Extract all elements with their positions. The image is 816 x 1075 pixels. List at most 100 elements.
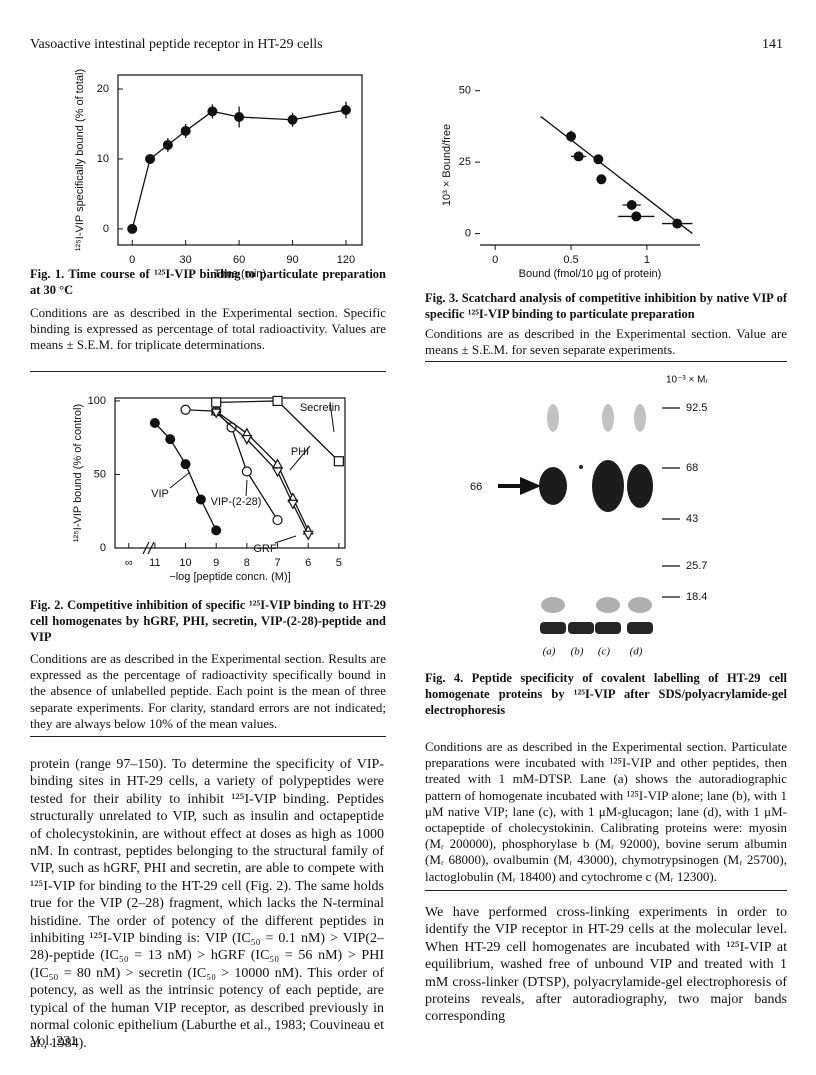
series-label: GRF: [253, 543, 277, 555]
data-point: [180, 459, 191, 470]
data-point: [272, 514, 283, 526]
body-text: We have performed cross-linking experime…: [425, 905, 787, 1025]
y-axis-label: 10³ × Bound/free: [441, 124, 453, 206]
x-tick-label: 0: [492, 254, 498, 266]
label-arrow: [329, 401, 335, 433]
data-point: [272, 467, 284, 478]
gel-unit-label: 10⁻³ × Mᵣ: [666, 375, 708, 386]
gel-marker-label: 18.4: [686, 591, 707, 603]
gel-arrow: [498, 476, 542, 496]
y-tick-label: 25: [459, 156, 471, 168]
x-tick-label: 1: [644, 254, 650, 266]
gel-marker-label: 92.5: [686, 402, 707, 414]
axis-break: [142, 541, 155, 555]
data-point: [210, 408, 222, 419]
fit-line: [540, 115, 693, 235]
gel-smear: [541, 597, 565, 613]
lane-label: (b): [571, 646, 584, 658]
x-tick-label: 5: [336, 557, 342, 569]
data-point: [241, 466, 252, 477]
figure-notes: Conditions are as described in the Exper…: [425, 739, 787, 884]
series-label: VIP-(2-28): [211, 496, 262, 508]
x-tick-label: 30: [180, 254, 192, 266]
data-point: [162, 139, 173, 150]
x-tick-label: 0.5: [563, 254, 578, 266]
x-tick-label: 9: [213, 557, 219, 569]
lane-label: (c): [598, 646, 611, 658]
figure-caption: Fig. 3. Scatchard analysis of competitiv…: [425, 291, 787, 321]
y-tick-label: 20: [97, 83, 109, 95]
data-point: [272, 395, 283, 407]
series-label: Secretin: [300, 402, 340, 414]
gel-band: [540, 622, 566, 634]
running-title: Vasoactive intestinal peptide receptor i…: [30, 37, 323, 52]
data-point: [149, 418, 160, 428]
gel-arrow-label: 66: [470, 481, 482, 493]
data-point: [287, 114, 298, 125]
y-tick-label: 10: [97, 153, 109, 165]
data-point: [333, 456, 344, 467]
data-point: [127, 223, 138, 234]
label-arrow: [289, 445, 311, 471]
gel-band: [592, 460, 624, 512]
figure-caption: Fig. 2. Competitive inhibition of specif…: [30, 598, 386, 644]
x-tick-label: 7: [274, 557, 280, 569]
data-point: [195, 494, 206, 505]
data-point: [340, 104, 351, 115]
gel-smear: [547, 404, 559, 432]
data-point: [211, 397, 222, 408]
data-point: [631, 211, 642, 222]
y-tick-label: 100: [88, 395, 106, 407]
y-tick-label: 50: [459, 85, 471, 97]
x-axis-label: Bound (fmol/10 μg of protein): [519, 268, 662, 280]
y-tick-label: 0: [100, 542, 106, 554]
figure-notes: Conditions are as described in the Exper…: [425, 326, 787, 358]
y-axis-label: ¹²⁵I-VIP bound (% of control): [72, 404, 84, 542]
gel-marker-label: 25.7: [686, 560, 707, 572]
gel-band: [539, 467, 567, 505]
data-point: [165, 434, 176, 445]
rule: [30, 371, 386, 372]
data-point: [145, 153, 156, 164]
y-tick-label: 0: [103, 223, 109, 235]
data-point: [211, 525, 222, 536]
data-point: [573, 151, 584, 162]
series-label: PHI: [291, 446, 309, 458]
page-number: 141: [762, 37, 783, 52]
data-point: [566, 131, 577, 142]
series-line: [154, 422, 217, 531]
gel-marker-label: 68: [686, 462, 698, 474]
figure-notes: Conditions are as described in the Exper…: [30, 305, 386, 353]
x-axis-label: Time (min): [214, 268, 266, 280]
gel-band: [595, 622, 621, 634]
figure-caption: Fig. 1. Time course of ¹²⁵I-VIP binding …: [30, 267, 386, 297]
label-arrow: [245, 479, 248, 497]
data-point: [287, 499, 299, 510]
lane-label: (d): [630, 646, 643, 658]
x-tick-label: 8: [244, 557, 250, 569]
gel-band: [568, 622, 594, 634]
label-arrow: [274, 535, 297, 544]
y-tick-label: 50: [94, 468, 106, 480]
y-axis-label: ¹²⁵I-VIP specifically bound (% of total): [74, 69, 86, 251]
data-point: [302, 530, 314, 541]
plot-frame: [117, 74, 363, 246]
gel-spot: [579, 465, 583, 469]
x-tick-label: 120: [337, 254, 355, 266]
body-text: protein (range 97–150). To determine the…: [30, 757, 384, 1051]
data-point: [180, 125, 191, 136]
data-point: [234, 111, 245, 122]
data-point: [626, 200, 637, 210]
x-tick-label: 11: [149, 557, 160, 569]
series-label: VIP: [151, 488, 169, 500]
data-point: [241, 434, 253, 445]
x-axis-label: −log [peptide concn. (M)]: [169, 571, 290, 583]
x-tick-label: 60: [233, 254, 245, 266]
rule: [425, 361, 787, 362]
x-tick-label: ∞: [125, 557, 133, 569]
label-arrow: [169, 471, 191, 489]
gel-smear: [628, 597, 652, 613]
gel-band: [627, 622, 653, 634]
gel-smear: [634, 404, 646, 432]
